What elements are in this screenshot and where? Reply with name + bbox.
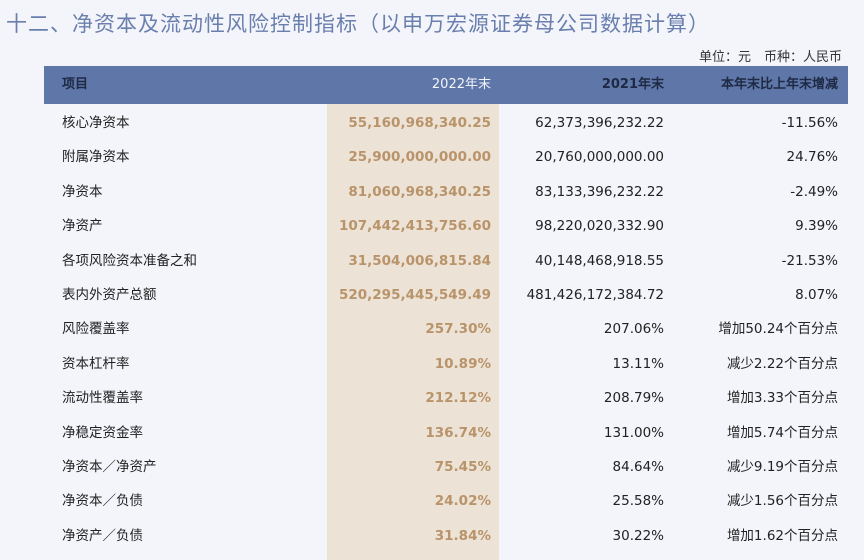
table-row: 风险覆盖率 257.30% 207.06% 增加50.24个百分点 <box>44 312 848 346</box>
row-value-2021: 62,373,396,232.22 <box>535 115 664 131</box>
row-value-2021: 131.00% <box>603 424 664 441</box>
row-value-change: -11.56% <box>781 115 838 131</box>
table-row: 净资产 107,442,413,756.60 98,220,020,332.90 9.… <box>44 209 848 243</box>
row-item-label: 核心净资本 <box>62 115 130 131</box>
row-item-label: 净资产／负债 <box>62 527 143 544</box>
row-item-label: 净资本 <box>62 183 103 200</box>
table-row: 净资产／负债 31.84% 30.22% 增加1.62个百分点 <box>44 519 848 553</box>
row-value-2021: 481,426,172,384.72 <box>526 286 664 303</box>
row-value-2022: 24.02% <box>434 493 491 510</box>
row-value-2022: 10.89% <box>434 355 491 372</box>
row-item-label: 各项风险资本准备之和 <box>62 252 197 269</box>
row-value-change: 增加3.33个百分点 <box>726 390 838 407</box>
row-value-2022: 55,160,968,340.25 <box>348 115 491 131</box>
row-item-label: 资本杠杆率 <box>62 355 130 372</box>
row-item-label: 风险覆盖率 <box>62 321 130 338</box>
table-row: 流动性覆盖率 212.12% 208.79% 增加3.33个百分点 <box>44 381 848 415</box>
table-row: 附属净资本 25,900,000,000.00 20,760,000,000.00 2… <box>44 140 848 174</box>
row-value-2022: 212.12% <box>425 390 491 407</box>
highlight-column-2022 <box>327 104 499 560</box>
row-value-2021: 25.58% <box>612 493 664 510</box>
row-value-2022: 25,900,000,000.00 <box>348 149 491 166</box>
row-value-2021: 98,220,020,332.90 <box>535 218 664 235</box>
row-value-2021: 30.22% <box>612 527 664 544</box>
column-header-2021: 2021年末 <box>601 77 664 92</box>
row-value-change: 减少2.22个百分点 <box>726 355 838 372</box>
row-value-change: 8.07% <box>795 286 838 303</box>
table-row: 净资本／负债 24.02% 25.58% 减少1.56个百分点 <box>44 484 848 518</box>
row-value-change: -2.49% <box>790 183 838 200</box>
row-item-label: 净稳定资金率 <box>62 424 143 441</box>
row-value-2021: 207.06% <box>603 321 664 338</box>
row-value-2022: 136.74% <box>425 424 491 441</box>
unit-note: 单位：元 币种：人民币 <box>698 50 842 65</box>
table-row: 资本杠杆率 10.89% 13.11% 减少2.22个百分点 <box>44 347 848 381</box>
page-title: 十二、净资本及流动性风险控制指标（以申万宏源证券母公司数据计算） <box>6 12 710 36</box>
row-value-change: 24.76% <box>786 149 838 166</box>
column-header-item: 项目 <box>62 77 89 92</box>
row-value-2021: 40,148,468,918.55 <box>535 252 664 269</box>
row-value-2021: 84.64% <box>612 458 664 475</box>
row-item-label: 净资产 <box>62 218 103 235</box>
row-value-2022: 107,442,413,756.60 <box>338 218 491 235</box>
table-row: 各项风险资本准备之和 31,504,006,815.84 40,148,468,91… <box>44 244 848 278</box>
row-value-2021: 208.79% <box>603 390 664 407</box>
row-item-label: 净资本／负债 <box>62 493 143 510</box>
row-value-2021: 20,760,000,000.00 <box>535 149 664 166</box>
row-value-2022: 75.45% <box>434 458 491 475</box>
row-value-2022: 31,504,006,815.84 <box>348 252 491 269</box>
table-row: 净稳定资金率 136.74% 131.00% 增加5.74个百分点 <box>44 416 848 450</box>
row-value-change: 减少9.19个百分点 <box>726 458 838 475</box>
row-item-label: 附属净资本 <box>62 149 130 166</box>
row-value-change: 增加50.24个百分点 <box>718 321 838 338</box>
row-value-2021: 13.11% <box>612 355 664 372</box>
row-value-change: 9.39% <box>795 218 838 235</box>
row-value-2022: 81,060,968,340.25 <box>348 183 491 200</box>
row-value-change: -21.53% <box>781 252 838 269</box>
row-value-2022: 257.30% <box>425 321 491 338</box>
table-header: 项目 2022年末 2021年末 本年末比上年末增减 <box>44 66 848 104</box>
column-header-change: 本年末比上年末增减 <box>720 77 838 92</box>
table-row: 净资本 81,060,968,340.25 83,133,396,232.22 -2.… <box>44 175 848 209</box>
row-value-change: 减少1.56个百分点 <box>726 493 838 510</box>
table-body: 核心净资本 55,160,968,340.25 62,373,396,232.22 -… <box>44 106 848 553</box>
table-row: 表内外资产总额 520,295,445,549.49 481,426,172,384… <box>44 278 848 312</box>
row-value-change: 增加1.62个百分点 <box>726 527 838 544</box>
row-value-2022: 31.84% <box>434 527 491 544</box>
table-row: 净资本／净资产 75.45% 84.64% 减少9.19个百分点 <box>44 450 848 484</box>
row-item-label: 净资本／净资产 <box>62 458 157 475</box>
column-header-2022: 2022年末 <box>431 77 491 92</box>
row-item-label: 表内外资产总额 <box>62 286 157 303</box>
row-value-change: 增加5.74个百分点 <box>726 424 838 441</box>
row-item-label: 流动性覆盖率 <box>62 390 143 407</box>
row-value-2021: 83,133,396,232.22 <box>535 183 664 200</box>
table-row: 核心净资本 55,160,968,340.25 62,373,396,232.22 -… <box>44 106 848 140</box>
row-value-2022: 520,295,445,549.49 <box>338 286 491 303</box>
